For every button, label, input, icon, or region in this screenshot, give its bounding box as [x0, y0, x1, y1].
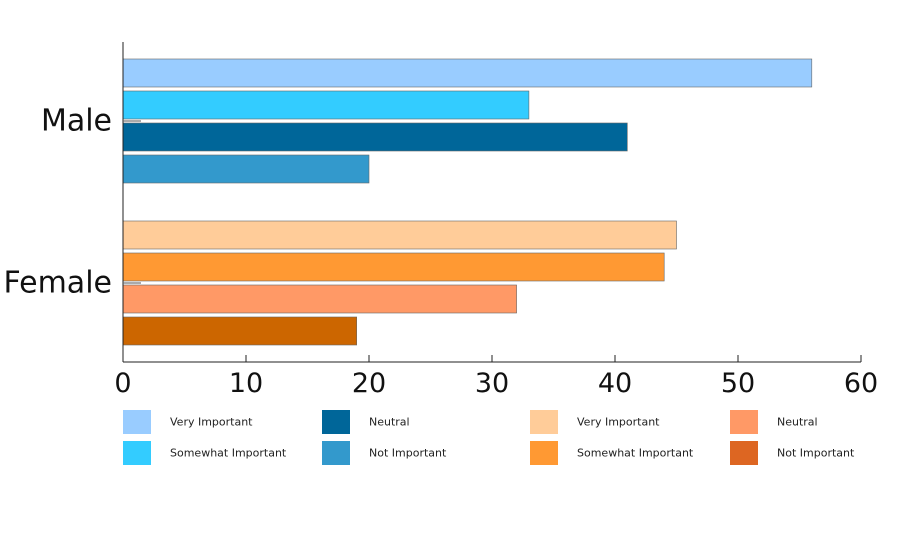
legend-label-neutral: Neutral	[777, 416, 818, 429]
legend-label-very-important: Very Important	[577, 416, 660, 429]
legend-swatch-neutral	[730, 410, 758, 434]
legend-label-somewhat-important: Somewhat Important	[170, 447, 287, 460]
x-tick-label: 20	[352, 368, 386, 399]
bar-female-neutral	[122, 284, 517, 314]
legend-label-not-important: Not Important	[369, 447, 447, 460]
category-label-female: Female	[4, 266, 112, 301]
bar-female-very-important	[122, 220, 677, 250]
x-tick-label: 30	[475, 368, 509, 399]
legend-swatch-neutral	[322, 410, 350, 434]
legend: Very Important Somewhat Important Neutral N…	[123, 410, 855, 465]
x-tick-label: 40	[598, 368, 632, 399]
x-tick-label: 50	[721, 368, 755, 399]
x-ticks-layer: 0 10 20 30 40 50 60	[114, 355, 878, 399]
legend-label-somewhat-important: Somewhat Important	[577, 447, 694, 460]
legend-label-not-important: Not Important	[777, 447, 855, 460]
legend-swatch-somewhat-important	[123, 441, 151, 465]
bar-male-somewhat-important	[122, 90, 530, 120]
bar-male-not-important	[122, 154, 370, 184]
bar-female-not-important	[122, 316, 357, 346]
bars-layer	[122, 58, 813, 346]
legend-swatch-not-important	[322, 441, 350, 465]
bar-male-neutral	[122, 122, 628, 152]
x-tick-label: 10	[229, 368, 263, 399]
legend-swatch-very-important	[123, 410, 151, 434]
axes-layer	[122, 42, 861, 363]
bar-male-very-important	[122, 58, 813, 88]
bar-female-somewhat-important	[122, 252, 665, 282]
x-tick-label: 0	[114, 368, 131, 399]
legend-swatch-not-important	[730, 441, 758, 465]
legend-swatch-somewhat-important	[530, 441, 558, 465]
x-tick-label: 60	[844, 368, 878, 399]
category-labels-layer: Male Female	[4, 104, 141, 301]
legend-label-neutral: Neutral	[369, 416, 410, 429]
legend-label-very-important: Very Important	[170, 416, 253, 429]
category-label-male: Male	[41, 104, 112, 139]
legend-swatch-very-important	[530, 410, 558, 434]
